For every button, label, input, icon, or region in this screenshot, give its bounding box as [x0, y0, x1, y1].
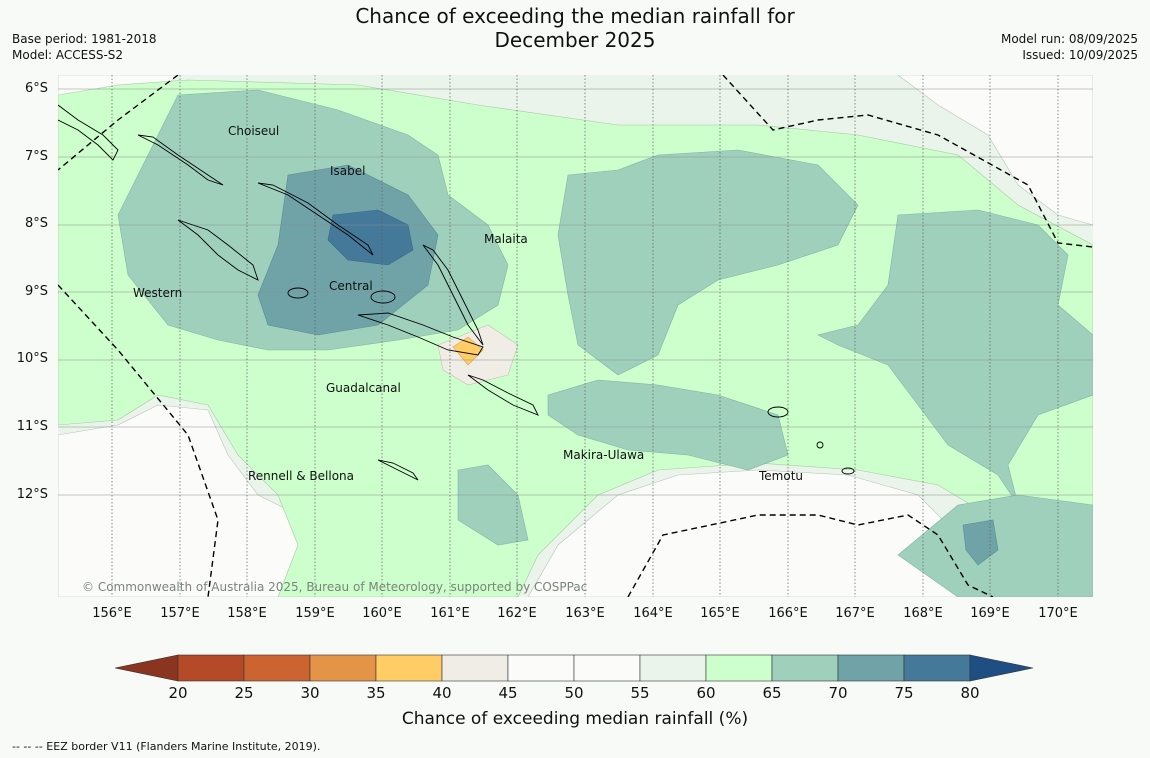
florida-islands	[370, 290, 396, 304]
model-name: Model: ACCESS-S2	[12, 48, 124, 62]
colorbar-extend-low	[114, 654, 179, 682]
lat-label-10s: 10°S	[16, 351, 48, 366]
rainfall-map	[58, 75, 1093, 597]
region-label-western: Western	[133, 286, 183, 300]
lon-label-159e: 159°E	[295, 606, 335, 621]
lon-label-157e: 157°E	[160, 606, 200, 621]
eez-border	[58, 75, 1093, 597]
contour-65-70-central	[557, 149, 859, 376]
colorbar-cell-1	[177, 654, 245, 682]
contour-65-70-south	[457, 464, 529, 546]
vanikoro-island	[841, 467, 855, 475]
lon-label-170e: 170°E	[1038, 606, 1078, 621]
title-line-1: Chance of exceeding the median rainfall …	[355, 4, 795, 28]
region-label-choiseul: Choiseul	[228, 124, 280, 138]
contour-75-80	[327, 209, 414, 266]
colorbar-tick-40: 40	[432, 684, 452, 702]
region-label-guadalcanal: Guadalcanal	[326, 381, 401, 395]
colorbar-cell-8	[639, 654, 707, 682]
lon-label-161e: 161°E	[430, 606, 470, 621]
colorbar-extend-high	[969, 654, 1034, 682]
lon-label-156e: 156°E	[92, 606, 132, 621]
colorbar-cell-6	[507, 654, 575, 682]
eez-legend-note: -- -- -- EEZ border V11 (Flanders Marine…	[12, 740, 321, 753]
model-info: Base period: 1981-2018 Model: ACCESS-S2	[12, 31, 157, 63]
run-info: Model run: 08/09/2025 Issued: 10/09/2025	[1001, 31, 1138, 63]
lat-label-8s: 8°S	[24, 216, 48, 231]
colorbar-cells	[114, 654, 1034, 682]
lon-label-158e: 158°E	[227, 606, 267, 621]
issued-date: Issued: 10/09/2025	[1022, 48, 1138, 62]
temotu-island	[767, 406, 789, 418]
makira-island	[467, 374, 539, 416]
colorbar-cell-12	[903, 654, 971, 682]
colorbar-cell-10	[771, 654, 839, 682]
lon-label-168e: 168°E	[903, 606, 943, 621]
colorbar-tick-65: 65	[762, 684, 782, 702]
region-label-isabel: Isabel	[330, 164, 366, 178]
colorbar-tick-60: 60	[696, 684, 716, 702]
colorbar-cell-9	[705, 654, 773, 682]
colorbar	[114, 654, 1034, 682]
region-label-temotu: Temotu	[759, 469, 804, 483]
colorbar-cell-2	[243, 654, 311, 682]
title-line-2: December 2025	[494, 28, 656, 52]
lon-label-166e: 166°E	[768, 606, 808, 621]
longitude-gridlines	[111, 75, 1059, 597]
russell-islands	[287, 287, 309, 299]
rennell-island	[377, 459, 419, 481]
colorbar-cell-5	[441, 654, 509, 682]
contour-50-55-east	[897, 75, 1093, 226]
colorbar-tick-20: 20	[168, 684, 188, 702]
base-period: Base period: 1981-2018	[12, 32, 157, 46]
lat-label-6s: 6°S	[24, 81, 48, 96]
colorbar-cell-3	[309, 654, 377, 682]
lon-label-162e: 162°E	[497, 606, 537, 621]
copyright-notice: © Commonwealth of Australia 2025, Bureau…	[82, 580, 588, 594]
map-title: Chance of exceeding the median rainfall …	[0, 4, 1150, 52]
lat-label-9s: 9°S	[24, 284, 48, 299]
colorbar-cell-11	[837, 654, 905, 682]
new-georgia-island	[177, 219, 259, 281]
utupua-island	[816, 441, 824, 449]
model-run-date: Model run: 08/09/2025	[1000, 32, 1138, 46]
colorbar-tick-30: 30	[300, 684, 320, 702]
lon-label-164e: 164°E	[633, 606, 673, 621]
coastlines	[58, 104, 855, 481]
lat-label-7s: 7°S	[24, 149, 48, 164]
contour-70-75-southeast	[962, 519, 999, 566]
colorbar-tick-80: 80	[960, 684, 980, 702]
colorbar-tick-45: 45	[498, 684, 518, 702]
colorbar-tick-70: 70	[828, 684, 848, 702]
isabel-island	[257, 182, 374, 256]
choiseul-island	[137, 134, 224, 186]
lon-label-167e: 167°E	[835, 606, 875, 621]
guadalcanal-island	[357, 312, 484, 356]
colorbar-tick-75: 75	[894, 684, 914, 702]
latitude-gridlines	[58, 88, 1093, 496]
colorbar-cell-4	[375, 654, 443, 682]
lat-label-11s: 11°S	[16, 419, 48, 434]
lon-label-169e: 169°E	[970, 606, 1010, 621]
colorbar-tick-50: 50	[564, 684, 584, 702]
colorbar-label: Chance of exceeding median rainfall (%)	[401, 709, 749, 729]
region-label-malaita: Malaita	[484, 232, 528, 246]
colorbar-tick-55: 55	[630, 684, 650, 702]
colorbar-cell-7	[573, 654, 641, 682]
lon-label-163e: 163°E	[565, 606, 605, 621]
colorbar-tick-25: 25	[234, 684, 254, 702]
bougainville-coast	[58, 104, 119, 161]
lon-label-160e: 160°E	[362, 606, 402, 621]
region-label-central: Central	[329, 279, 373, 293]
colorbar-tick-35: 35	[366, 684, 386, 702]
contour-65-70-makira	[547, 379, 789, 471]
region-label-rennell-bellona: Rennell & Bellona	[248, 469, 355, 483]
lat-label-12s: 12°S	[16, 487, 48, 502]
region-label-makira-ulawa: Makira-Ulawa	[563, 448, 645, 462]
lon-label-165e: 165°E	[700, 606, 740, 621]
malaita-island	[422, 244, 484, 346]
